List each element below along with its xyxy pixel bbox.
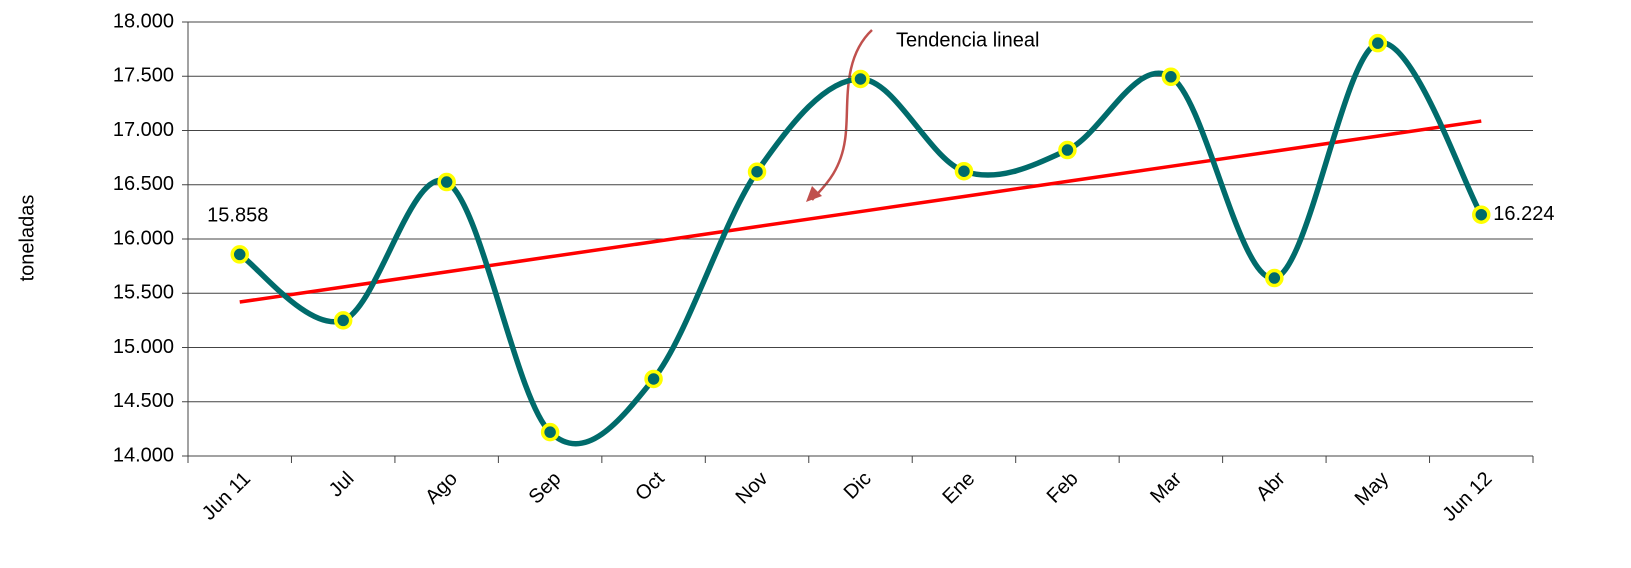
x-tick-label: Nov	[732, 468, 773, 509]
y-tick-label: 16.000	[113, 227, 174, 249]
x-tick-label: Ene	[939, 468, 980, 509]
data-point	[1368, 33, 1388, 53]
y-tick-label: 16.500	[113, 173, 174, 195]
data-label: 16.224	[1493, 203, 1554, 225]
x-tick-label: May	[1351, 468, 1393, 510]
data-point	[540, 422, 560, 442]
y-tick-label: 14.500	[113, 390, 174, 412]
x-tick-label: Dic	[840, 468, 876, 504]
data-line	[238, 40, 1484, 447]
data-point	[954, 161, 974, 181]
data-point	[1058, 140, 1077, 160]
y-tick-label: 17.000	[113, 119, 174, 141]
data-point	[1161, 67, 1181, 87]
data-point	[437, 172, 456, 192]
data-point	[1265, 268, 1284, 288]
x-tick-label: Mar	[1146, 467, 1186, 507]
y-tick-label: 15.500	[113, 282, 174, 304]
annotation: Tendencia lineal	[896, 29, 1039, 51]
x-tick-label: Abr	[1252, 467, 1290, 505]
data-point	[230, 245, 249, 264]
y-tick-label: 15.000	[113, 336, 174, 358]
y-tick-label: 18.000	[113, 10, 174, 32]
trend-line	[239, 119, 1482, 304]
annotation-arrow	[811, 29, 873, 201]
x-tick-label: Jul	[325, 468, 359, 502]
annotation-arrowhead	[806, 186, 822, 202]
y-tick-label: 14.000	[113, 444, 174, 466]
y-tick-label: 17.500	[113, 65, 174, 87]
data-label: 15.858	[207, 205, 268, 227]
x-tick-label: Feb	[1043, 468, 1083, 508]
x-tick-label: Sep	[525, 468, 566, 509]
data-point	[1472, 205, 1491, 224]
data-point	[644, 369, 663, 389]
x-tick-label: Ago	[421, 468, 462, 509]
data-point	[851, 69, 870, 89]
data-point	[333, 311, 353, 330]
x-tick-label: Jun 11	[198, 468, 255, 525]
x-tick-label: Jun 12	[1439, 468, 1497, 526]
y-axis-label: toneladas	[16, 195, 38, 282]
data-point	[747, 162, 767, 181]
x-tick-label: Oct	[631, 467, 669, 505]
